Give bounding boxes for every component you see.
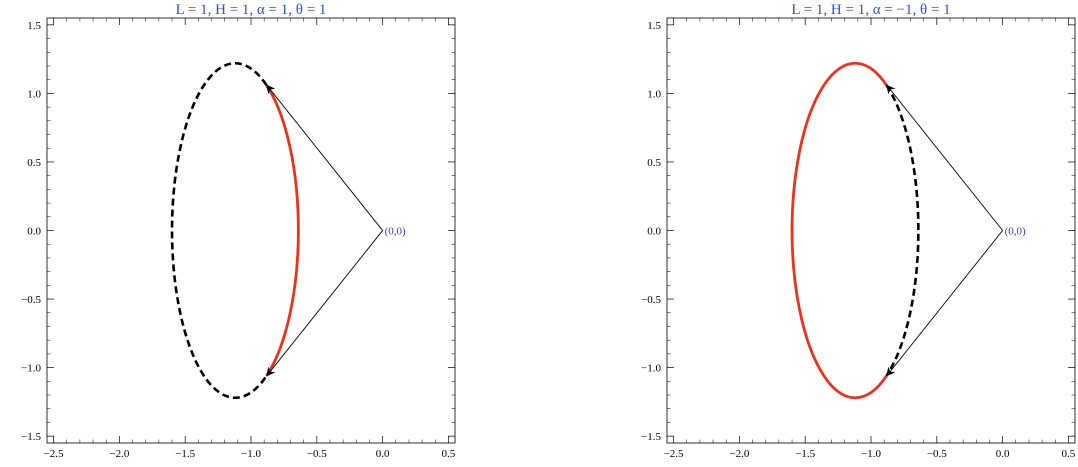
x-tick-label: −0.5 xyxy=(927,448,947,460)
y-tick-label: 1.0 xyxy=(647,88,661,100)
y-tick-label: −0.5 xyxy=(21,294,41,306)
y-tick-label: −1.5 xyxy=(641,431,661,443)
x-tick-label: −2.0 xyxy=(729,448,749,460)
x-tick-label: −1.5 xyxy=(795,448,815,460)
ellipse-arc-dashed xyxy=(885,84,920,377)
y-tick-label: 0.0 xyxy=(27,226,41,238)
x-tick-label: 0.0 xyxy=(376,448,390,460)
chart-title: L = 1, H = 1, α = −1, θ = 1 xyxy=(791,2,950,18)
arrow-lower xyxy=(266,230,383,377)
x-tick-label: −2.5 xyxy=(44,448,64,460)
x-tick-label: −1.5 xyxy=(175,448,195,460)
origin-label: (0,0) xyxy=(1005,226,1026,238)
chart-panel-left: L = 1, H = 1, α = 1, θ = 1 −2.5 −2.0 −1.5 −1… xyxy=(0,0,458,467)
x-tick-label: −0.5 xyxy=(307,448,327,460)
arrow-upper xyxy=(886,84,1003,231)
x-tick-label: 0.5 xyxy=(442,448,456,460)
x-tick-label: 0.5 xyxy=(1062,448,1076,460)
ellipse-arc-solid xyxy=(265,84,300,377)
ellipse-arc-solid xyxy=(790,61,888,400)
arrow-lower xyxy=(886,230,1003,377)
x-tick-label: 0.0 xyxy=(996,448,1010,460)
y-tick-label: 1.5 xyxy=(647,20,661,32)
arrow-upper xyxy=(266,84,383,231)
chart-title: L = 1, H = 1, α = 1, θ = 1 xyxy=(176,2,327,18)
chart-panel-right: L = 1, H = 1, α = −1, θ = 1 −2.5 −2.0 −1.5 −… xyxy=(620,0,1078,467)
ellipse-arc-dashed xyxy=(170,61,268,400)
x-tick-label: −1.0 xyxy=(241,448,261,460)
y-tick-label: −1.0 xyxy=(21,363,41,375)
y-tick-label: 0.5 xyxy=(27,157,41,169)
ellipse-plot-left: L = 1, H = 1, α = 1, θ = 1 −2.5 −2.0 −1.5 −1… xyxy=(21,2,456,460)
y-tick-label: −1.0 xyxy=(641,363,661,375)
x-tick-label: −2.5 xyxy=(664,448,684,460)
y-tick-label: 1.5 xyxy=(27,20,41,32)
y-tick-label: 1.0 xyxy=(27,88,41,100)
origin-label: (0,0) xyxy=(385,226,406,238)
ellipse-plot-right: L = 1, H = 1, α = −1, θ = 1 −2.5 −2.0 −1.5 −… xyxy=(641,2,1076,460)
y-tick-label: −0.5 xyxy=(641,294,661,306)
x-tick-label: −1.0 xyxy=(861,448,881,460)
x-tick-label: −2.0 xyxy=(109,448,129,460)
y-tick-label: 0.5 xyxy=(647,157,661,169)
y-tick-label: −1.5 xyxy=(21,431,41,443)
y-tick-label: 0.0 xyxy=(647,226,661,238)
